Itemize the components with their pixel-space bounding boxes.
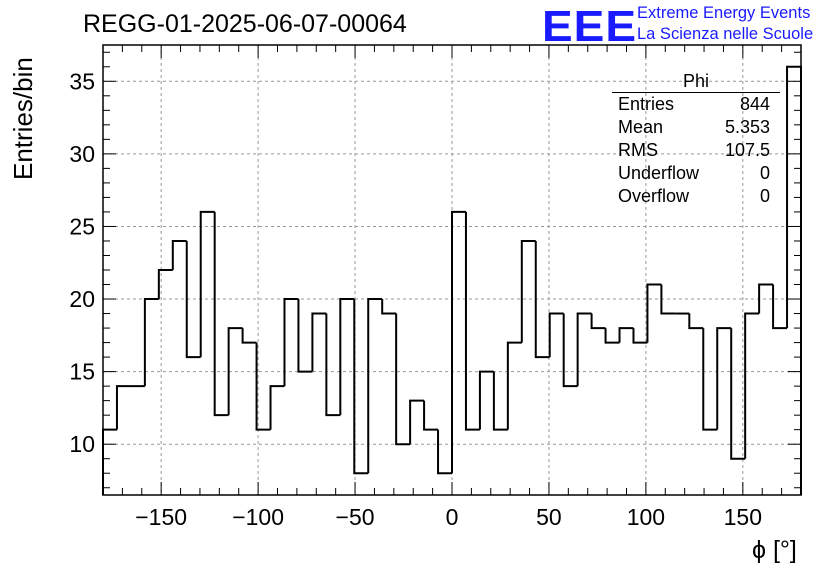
histogram-bin xyxy=(255,342,271,431)
y-axis-label: Entries/bin xyxy=(8,57,39,180)
y-tick-label: 30 xyxy=(69,141,95,167)
histogram-bin xyxy=(339,298,355,416)
histogram-bin xyxy=(115,385,131,430)
histogram-bin xyxy=(185,240,201,359)
histogram-bin xyxy=(199,210,215,358)
stats-label: Mean xyxy=(618,117,664,137)
stats-label: Entries xyxy=(618,94,675,114)
histogram-bin xyxy=(464,211,480,431)
chart-title: REGG-01-2025-06-07-00064 xyxy=(83,10,407,38)
histogram-bin xyxy=(353,299,369,475)
histogram-bin xyxy=(381,299,397,315)
x-tick-label: −150 xyxy=(135,504,187,530)
histogram-bin xyxy=(157,269,173,300)
histogram-bin xyxy=(562,313,578,388)
y-tick-label: 20 xyxy=(69,286,95,312)
stats-row-entries: Entries 844 xyxy=(612,93,780,116)
x-tick-label: −50 xyxy=(336,504,375,530)
x-tick-label: 50 xyxy=(536,504,562,530)
stats-row-rms: RMS 107.5 xyxy=(612,139,780,162)
histogram-bin xyxy=(213,211,229,417)
histogram-bin xyxy=(367,298,383,474)
stats-value: 844 xyxy=(739,94,770,114)
histogram-bin xyxy=(590,313,606,330)
histogram-bin xyxy=(646,283,662,343)
histogram-bin xyxy=(395,313,411,446)
histogram-bin xyxy=(269,385,285,430)
y-tick-label: 35 xyxy=(69,68,95,94)
histogram-bin xyxy=(632,328,648,344)
histogram-bin xyxy=(437,429,452,475)
y-axis-label-text: Entries/bin xyxy=(8,57,38,180)
stats-row-mean: Mean 5.353 xyxy=(612,116,780,139)
histogram-bin xyxy=(576,312,592,387)
stats-value: 107.5 xyxy=(724,140,770,160)
histogram-bin xyxy=(325,313,341,417)
stats-value: 0 xyxy=(759,186,770,206)
histogram-bin xyxy=(744,312,760,459)
histogram-bin xyxy=(702,328,718,431)
histogram-bin xyxy=(423,400,439,431)
y-tick-label: 25 xyxy=(69,213,95,239)
histogram-bin xyxy=(451,210,466,474)
histogram-bin xyxy=(660,284,676,315)
x-tick-label: −100 xyxy=(232,504,284,530)
histogram-bin xyxy=(534,240,550,359)
histogram-bin xyxy=(492,371,508,431)
histogram-bin xyxy=(171,239,187,270)
histogram-bin xyxy=(604,328,620,344)
histogram-bin xyxy=(786,65,802,495)
histogram-bin xyxy=(283,298,299,387)
histogram-bin xyxy=(311,312,327,372)
histogram-bin xyxy=(772,284,788,330)
eee-logo: EEE xyxy=(542,0,638,51)
histogram-bin xyxy=(506,341,522,430)
histogram-bin xyxy=(688,313,704,330)
stats-row-overflow: Overflow 0 xyxy=(612,185,780,208)
stats-row-underflow: Underflow 0 xyxy=(612,162,780,185)
x-tick-label: 100 xyxy=(627,504,665,530)
tick-labels: −150 −100 −50 0 50 100 150 10 15 20 25 30 35 xyxy=(69,68,762,530)
histogram-bin xyxy=(409,399,425,445)
histogram-bin xyxy=(716,327,732,430)
histogram-bin xyxy=(478,370,494,430)
histogram-bin xyxy=(758,283,774,314)
histogram-bin xyxy=(618,327,634,343)
histogram-bin xyxy=(227,327,243,416)
histogram-bin xyxy=(730,328,746,460)
stats-label: Overflow xyxy=(618,186,690,206)
histogram-bin xyxy=(548,312,564,358)
stats-value: 0 xyxy=(759,163,770,183)
y-tick-label: 15 xyxy=(69,359,95,385)
x-tick-label: 150 xyxy=(724,504,762,530)
y-tick-label: 10 xyxy=(69,431,95,457)
axes xyxy=(102,44,802,496)
logo-line-1: Extreme Energy Events xyxy=(637,4,811,22)
stats-value: 5.353 xyxy=(724,117,770,137)
histogram-bin xyxy=(143,298,159,387)
histogram-bin xyxy=(241,328,257,344)
stats-box: Phi Entries 844 Mean 5.353 RMS 107.5 Und… xyxy=(612,70,780,208)
stats-title: Phi xyxy=(612,70,780,93)
x-tick-label: 0 xyxy=(446,504,459,530)
stats-label: RMS xyxy=(618,140,658,160)
histogram-bin xyxy=(297,299,313,373)
histogram-bin xyxy=(102,428,117,495)
histogram-bin xyxy=(520,239,536,343)
x-axis-label: ϕ [°] xyxy=(752,536,797,564)
stats-label: Underflow xyxy=(618,163,700,183)
logo-line-2: La Scienza nelle Scuole xyxy=(637,25,814,43)
